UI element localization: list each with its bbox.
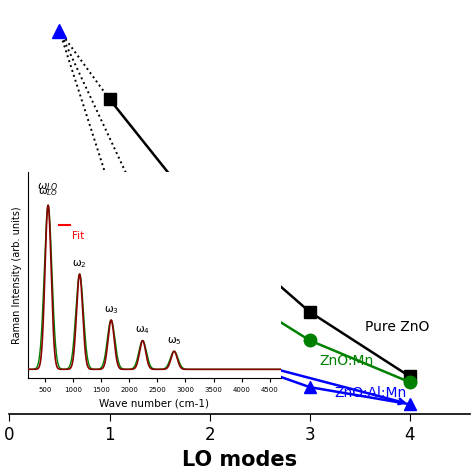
X-axis label: LO modes: LO modes [182, 450, 297, 470]
Text: Pure ZnO: Pure ZnO [365, 320, 429, 334]
Text: ZnO:Mn: ZnO:Mn [319, 354, 374, 368]
Text: ZnO:Al:Mn: ZnO:Al:Mn [335, 386, 407, 401]
